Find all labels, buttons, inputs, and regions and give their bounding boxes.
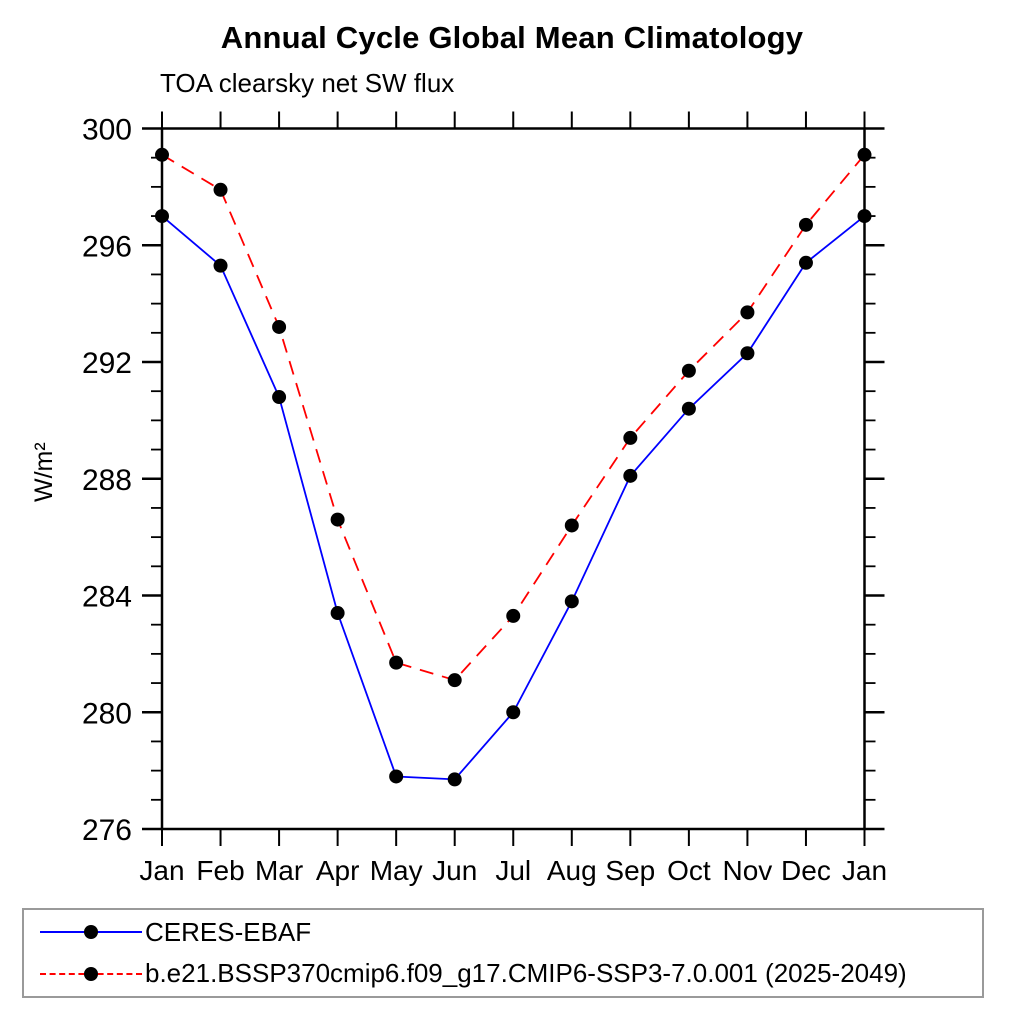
y-tick-label: 280 [82,697,132,730]
x-tick-label: Oct [667,855,711,886]
data-point-marker [330,512,345,527]
x-tick-label: Jan [139,855,184,886]
data-point-marker [389,655,404,670]
chart-title: Annual Cycle Global Mean Climatology [220,20,804,55]
data-point-marker [506,608,521,623]
data-point-marker [213,182,228,197]
data-point-marker [681,401,696,416]
x-tick-label: Jan [842,855,887,886]
axis-frame [160,127,866,831]
data-point-marker [857,209,872,224]
data-point-marker [740,305,755,320]
y-tick-label: 288 [82,464,132,497]
legend-marker-dot-icon [84,966,98,981]
series-line-model-run [161,153,866,682]
x-tick-label: Dec [781,855,831,886]
y-tick-label: 276 [82,814,132,847]
data-point-marker [623,430,638,445]
data-point-marker [272,390,287,405]
legend-label-model-run: b.e21.BSSP370cmip6.f09_g17.CMIP6-SSP3-7.… [145,958,907,989]
y-axis-title: W/m² [30,442,58,502]
y-tick-label: 296 [82,230,132,263]
data-point-marker [623,468,638,483]
legend-marker-dot-icon [84,925,98,940]
x-tick-label: May [370,855,423,886]
data-point-marker [447,673,462,688]
x-tick-label: Jun [432,855,477,886]
data-point-marker [330,606,345,621]
y-tick-label: 284 [82,581,132,614]
legend-line-sample-dashed-red [40,966,142,981]
legend-line-sample-solid-blue [40,925,142,940]
y-tick-label: 300 [82,114,132,147]
y-tick-label: 292 [82,347,132,380]
data-point-marker [155,209,169,224]
x-tick-label: Sep [605,855,655,886]
data-point-marker [506,705,521,720]
legend-item-ceres-ebaf: CERES-EBAF [24,913,982,951]
x-tick-label: Aug [547,855,597,886]
x-tick-label: Mar [255,855,303,886]
data-point-marker [564,594,579,609]
x-tick-label: Nov [723,855,773,886]
data-point-marker [447,772,462,787]
data-point-marker [857,147,872,162]
x-tick-label: Jul [495,855,531,886]
x-tick-label: Apr [316,855,360,886]
chart-subtitle: TOA clearsky net SW flux [160,68,455,98]
data-point-marker [155,147,169,162]
legend: CERES-EBAF b.e21.BSSP370cmip6.f09_g17.CM… [22,908,984,998]
data-point-marker [389,769,404,784]
data-point-marker [798,255,813,270]
data-point-marker [681,363,696,378]
data-point-marker [798,217,813,232]
data-point-marker [213,258,228,273]
data-point-marker [564,518,579,533]
data-point-marker [272,319,287,334]
legend-item-model-run: b.e21.BSSP370cmip6.f09_g17.CMIP6-SSP3-7.… [24,955,982,993]
legend-label-ceres-ebaf: CERES-EBAF [145,916,312,947]
data-point-marker [740,346,755,361]
x-tick-label: Feb [196,855,244,886]
